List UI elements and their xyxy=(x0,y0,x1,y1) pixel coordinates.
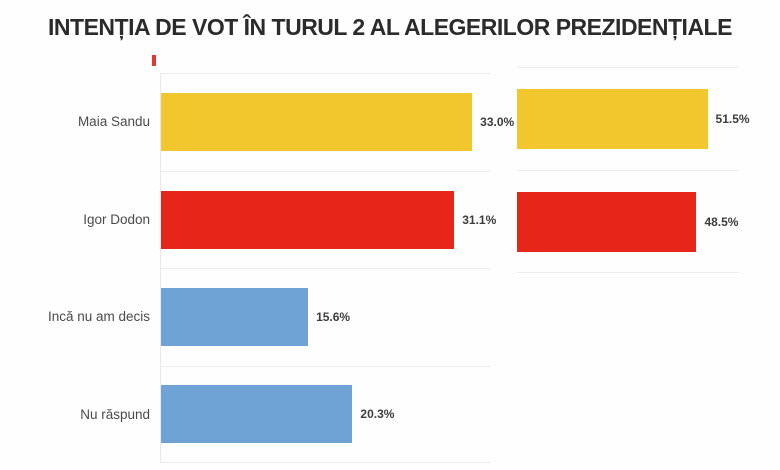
category-label: Nu răspund xyxy=(80,406,150,422)
value-label: 48.5% xyxy=(704,214,739,229)
bar-igor-dodon-all xyxy=(161,190,455,249)
bar-undecided xyxy=(161,288,309,347)
left-chart-category-axis: Maia Sandu Igor Dodon Incă nu am decis N… xyxy=(0,73,150,463)
category-label: Maia Sandu xyxy=(77,114,150,130)
bar-row: 15.6% xyxy=(161,268,491,366)
category-label: Incă nu am decis xyxy=(47,309,150,325)
bar-igor-dodon-decided xyxy=(517,191,697,252)
left-chart-plot-area: 33.0% 31.1% 15.6% 20.3% xyxy=(160,73,514,463)
value-label: 33.0% xyxy=(480,115,515,130)
category-label: Igor Dodon xyxy=(83,211,150,227)
chart-title: INTENȚIA DE VOT ÎN TURUL 2 AL ALEGERILOR… xyxy=(48,14,732,40)
right-chart-plot-area: 51.5% 48.5% xyxy=(517,67,750,273)
value-label: 15.6% xyxy=(316,310,351,325)
value-label: 51.5% xyxy=(715,112,750,126)
bar-maia-sandu-all xyxy=(161,93,473,152)
bar-row: 31.1% xyxy=(161,170,496,269)
bar-maia-sandu-decided xyxy=(517,89,708,149)
bar-no-answer xyxy=(161,385,353,444)
bar-row: 48.5% xyxy=(517,170,739,273)
value-label: 31.1% xyxy=(462,212,497,227)
bar-row: 20.3% xyxy=(161,365,491,463)
bar-row: 51.5% xyxy=(517,67,750,170)
value-label: 20.3% xyxy=(360,407,395,422)
bar-row: 33.0% xyxy=(161,73,514,171)
red-tick-mark xyxy=(152,55,156,66)
